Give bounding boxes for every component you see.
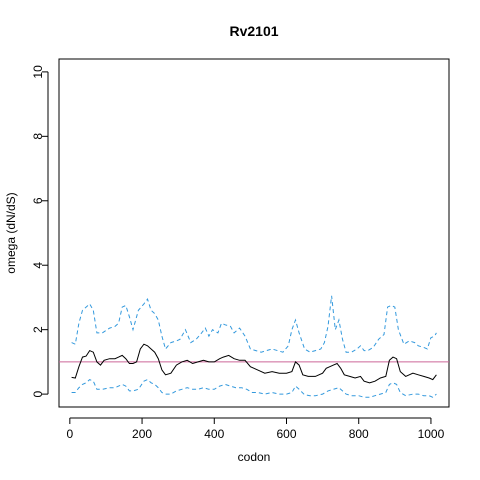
x-tick-label: 600 (276, 427, 296, 441)
y-axis-label: omega (dN/dS) (4, 192, 18, 273)
x-tick-label: 400 (204, 427, 224, 441)
series-line-2 (71, 379, 437, 398)
y-tick-label: 6 (31, 197, 45, 204)
plot-frame (58, 58, 450, 408)
x-tick-label: 1000 (418, 427, 445, 441)
series-line-0 (71, 343, 437, 384)
y-tick-label: 10 (31, 65, 45, 79)
x-tick-label: 800 (349, 427, 369, 441)
y-tick-label: 2 (31, 326, 45, 333)
y-tick-label: 4 (31, 262, 45, 269)
series-line-1 (71, 295, 437, 353)
x-axis: 0 200 400 600 800 1000 (66, 417, 445, 441)
x-axis-label: codon (238, 450, 271, 464)
chart-title: Rv2101 (229, 23, 278, 39)
x-tick-label: 0 (66, 427, 73, 441)
y-axis: 0 2 4 6 8 10 (31, 65, 49, 397)
x-tick-label: 200 (132, 427, 152, 441)
y-tick-label: 8 (31, 133, 45, 140)
y-tick-label: 0 (31, 390, 45, 397)
series-layer (71, 295, 437, 398)
